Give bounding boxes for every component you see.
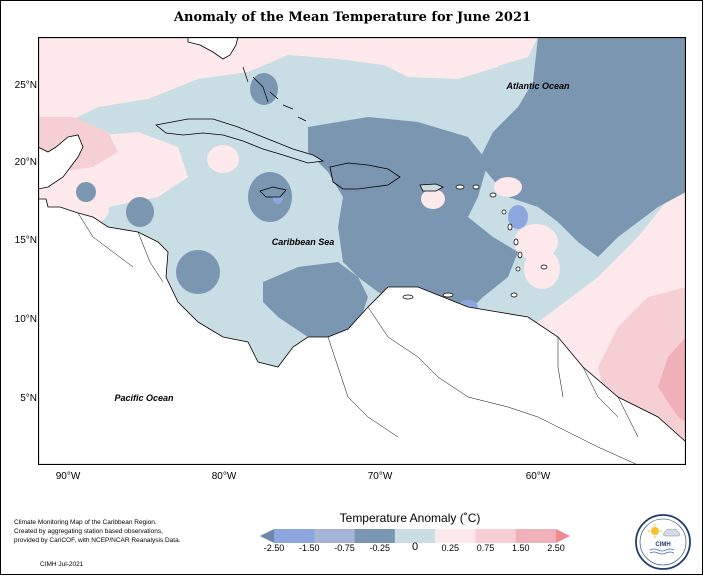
lon-label-60w: 60°W: [525, 471, 551, 482]
lat-label-10n: 10°N: [14, 314, 37, 325]
anomaly-region-warm: [658, 337, 686, 422]
credit-line: provided by CariCOF, with NCEP/NCAR Rean…: [14, 537, 181, 544]
colorbar-tick-label: 0.25: [441, 543, 460, 553]
colorbar-segment: [435, 529, 476, 543]
map-title: Anomaly of the Mean Temperature for June…: [173, 10, 532, 25]
label-atlantic-ocean: Atlantic Ocean: [505, 81, 570, 91]
label-caribbean-sea: Caribbean Sea: [272, 237, 335, 247]
colorbar-arrow-right: [556, 529, 570, 543]
colorbar-segment: [515, 529, 557, 543]
land-florida: [187, 37, 239, 60]
lesser-antilles: [402, 184, 548, 300]
lat-label-15n: 15°N: [14, 235, 37, 246]
colorbar-segment: [314, 529, 356, 543]
legend-title: Temperature Anomaly (˚C): [339, 511, 481, 525]
colorbar-tick-label: 0: [411, 541, 419, 553]
label-pacific-ocean: Pacific Ocean: [114, 393, 174, 403]
colorbar-tick-label: 1.50: [511, 543, 530, 553]
credit-line: Climate Monitoring Map of the Caribbean …: [14, 519, 157, 526]
colorbar-arrow-left: [260, 529, 274, 543]
country-borders: [77, 212, 639, 465]
colorbar-segment: [394, 529, 436, 543]
colorbar-tick-label: -0.75: [334, 543, 355, 553]
credit-text: Climate Monitoring Map of the Caribbean …: [14, 518, 214, 545]
lon-label-70w: 70°W: [367, 471, 393, 482]
anomaly-spot-cool: [508, 205, 528, 229]
colorbar-tick-label: -0.25: [369, 543, 390, 553]
credit-line: Created by aggregating station based obs…: [14, 528, 163, 535]
colorbar-tick-label: -2.50: [263, 543, 285, 553]
logo-text: CIMH: [655, 542, 670, 548]
anomaly-spot-cool: [126, 197, 154, 227]
lon-label-90w: 90°W: [55, 471, 81, 482]
anomaly-map: Atlantic Ocean Caribbean Sea Pacific Oce…: [38, 37, 686, 465]
lat-label-5n: 5°N: [20, 393, 37, 404]
land-cuba: [155, 118, 325, 164]
colorbar-segment: [475, 529, 517, 543]
lat-label-20n: 20°N: [14, 157, 37, 168]
anomaly-spot-warm: [421, 189, 445, 209]
cimh-logo-icon: CIMH: [635, 514, 691, 570]
anomaly-region-cool: [263, 262, 368, 342]
anomaly-region-warm: [378, 37, 508, 79]
lon-label-80w: 80°W: [211, 471, 237, 482]
colorbar-segment: [354, 529, 396, 543]
anomaly-region-cool: [478, 37, 686, 257]
land-hispaniola: [329, 162, 401, 190]
anomaly-spot-cool: [176, 250, 220, 294]
colorbar-segment: [274, 529, 315, 543]
lat-label-25n: 25°N: [14, 80, 37, 91]
land-jamaica: [259, 186, 287, 198]
map-border: [38, 37, 686, 465]
anomaly-spot-warm: [207, 145, 239, 173]
anomaly-spot-warm: [494, 177, 522, 197]
colorbar-tick-label: 0.75: [476, 543, 495, 553]
colorbar-tick-label: -1.50: [298, 543, 320, 553]
bahamas-islands: [242, 66, 307, 122]
colorbar-tick-label: 2.50: [547, 543, 565, 553]
anomaly-spot-cool: [76, 182, 96, 202]
credit-date: CIMH Jul-2021: [40, 561, 84, 568]
colorbar: [260, 529, 570, 543]
land-puerto-rico: [419, 183, 444, 192]
land-central-south-america: [38, 198, 686, 465]
land-mexico-yucatan: [38, 37, 84, 190]
